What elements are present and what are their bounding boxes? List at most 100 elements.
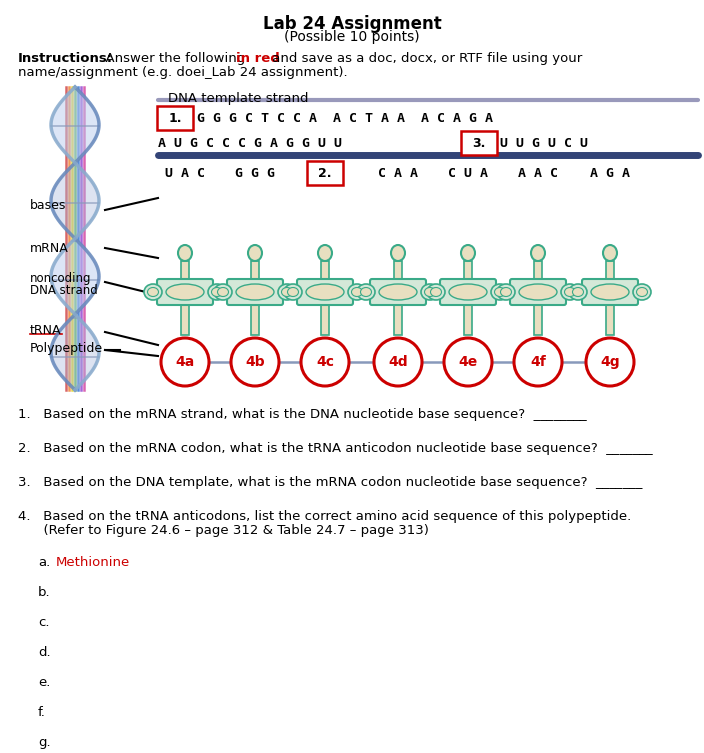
- FancyBboxPatch shape: [464, 261, 472, 281]
- Text: C U A: C U A: [448, 166, 488, 179]
- Text: 4g: 4g: [601, 355, 620, 369]
- Text: mRNA: mRNA: [30, 242, 69, 255]
- Ellipse shape: [178, 245, 192, 261]
- Ellipse shape: [569, 284, 587, 300]
- Ellipse shape: [282, 288, 292, 297]
- Ellipse shape: [561, 284, 579, 300]
- Ellipse shape: [348, 284, 366, 300]
- Text: Instructions:: Instructions:: [18, 52, 113, 65]
- Text: tRNA: tRNA: [30, 324, 61, 337]
- FancyBboxPatch shape: [440, 279, 496, 305]
- Text: DNA strand: DNA strand: [30, 283, 98, 297]
- Text: Methionine: Methionine: [56, 556, 130, 569]
- FancyBboxPatch shape: [606, 301, 614, 335]
- Circle shape: [161, 338, 209, 386]
- Ellipse shape: [166, 284, 204, 300]
- FancyBboxPatch shape: [181, 261, 189, 281]
- Text: (Possible 10 points): (Possible 10 points): [284, 30, 420, 44]
- Text: e.: e.: [38, 676, 51, 689]
- Text: and save as a doc, docx, or RTF file using your: and save as a doc, docx, or RTF file usi…: [268, 52, 582, 65]
- Ellipse shape: [278, 284, 296, 300]
- Text: U A C: U A C: [165, 166, 205, 179]
- Ellipse shape: [449, 284, 487, 300]
- Text: 3.   Based on the DNA template, what is the mRNA codon nucleotide base sequence?: 3. Based on the DNA template, what is th…: [18, 476, 642, 489]
- FancyBboxPatch shape: [307, 161, 343, 185]
- Text: 3.: 3.: [472, 136, 486, 150]
- Text: noncoding: noncoding: [30, 272, 92, 285]
- Ellipse shape: [591, 284, 629, 300]
- Ellipse shape: [501, 288, 512, 297]
- FancyBboxPatch shape: [370, 279, 426, 305]
- Text: a.: a.: [38, 556, 50, 569]
- FancyBboxPatch shape: [464, 301, 472, 335]
- FancyBboxPatch shape: [181, 301, 189, 335]
- Text: 4.   Based on the tRNA anticodons, list the correct amino acid sequence of this : 4. Based on the tRNA anticodons, list th…: [18, 510, 631, 523]
- FancyBboxPatch shape: [297, 279, 353, 305]
- Ellipse shape: [284, 284, 302, 300]
- Ellipse shape: [144, 284, 162, 300]
- FancyBboxPatch shape: [321, 261, 329, 281]
- Text: d.: d.: [38, 646, 51, 659]
- Ellipse shape: [248, 245, 262, 261]
- Ellipse shape: [565, 288, 575, 297]
- Ellipse shape: [287, 288, 298, 297]
- Text: name/assignment (e.g. doei_Lab 24 assignment).: name/assignment (e.g. doei_Lab 24 assign…: [18, 66, 348, 79]
- Ellipse shape: [208, 284, 226, 300]
- Ellipse shape: [148, 288, 158, 297]
- Circle shape: [444, 338, 492, 386]
- Circle shape: [374, 338, 422, 386]
- Circle shape: [231, 338, 279, 386]
- Ellipse shape: [427, 284, 445, 300]
- Text: 4d: 4d: [388, 355, 408, 369]
- Circle shape: [301, 338, 349, 386]
- Ellipse shape: [391, 245, 405, 261]
- Text: U U G U C U: U U G U C U: [500, 136, 588, 150]
- FancyBboxPatch shape: [461, 131, 497, 155]
- FancyBboxPatch shape: [321, 301, 329, 335]
- Ellipse shape: [360, 288, 372, 297]
- Ellipse shape: [357, 284, 375, 300]
- Text: 1.   Based on the mRNA strand, what is the DNA nucleotide base sequence?  ______: 1. Based on the mRNA strand, what is the…: [18, 408, 586, 421]
- Ellipse shape: [497, 284, 515, 300]
- Ellipse shape: [491, 284, 509, 300]
- FancyBboxPatch shape: [534, 301, 542, 335]
- Ellipse shape: [214, 284, 232, 300]
- Text: Answer the following: Answer the following: [97, 52, 249, 65]
- Text: A U G C C C G A G G U U: A U G C C C G A G G U U: [158, 136, 342, 150]
- FancyBboxPatch shape: [227, 279, 283, 305]
- Text: 4e: 4e: [458, 355, 477, 369]
- Text: g.: g.: [38, 736, 51, 749]
- Text: DNA template strand: DNA template strand: [168, 92, 308, 105]
- FancyBboxPatch shape: [394, 261, 402, 281]
- Ellipse shape: [236, 284, 274, 300]
- Ellipse shape: [431, 288, 441, 297]
- Ellipse shape: [379, 284, 417, 300]
- Ellipse shape: [306, 284, 344, 300]
- Text: A A C: A A C: [518, 166, 558, 179]
- Ellipse shape: [461, 245, 475, 261]
- Text: 4c: 4c: [316, 355, 334, 369]
- FancyBboxPatch shape: [582, 279, 638, 305]
- Text: G G G C T C C A  A C T A A  A C A G A: G G G C T C C A A C T A A A C A G A: [197, 111, 493, 124]
- Ellipse shape: [425, 288, 436, 297]
- Ellipse shape: [211, 288, 222, 297]
- Text: 2.: 2.: [318, 166, 332, 179]
- Ellipse shape: [603, 245, 617, 261]
- Text: G G G: G G G: [235, 166, 275, 179]
- Text: in red: in red: [236, 52, 279, 65]
- FancyBboxPatch shape: [606, 261, 614, 281]
- Ellipse shape: [572, 288, 584, 297]
- Ellipse shape: [421, 284, 439, 300]
- Text: A G A: A G A: [590, 166, 630, 179]
- Text: 4b: 4b: [245, 355, 265, 369]
- Text: 1.: 1.: [168, 111, 182, 124]
- Ellipse shape: [494, 288, 505, 297]
- Circle shape: [514, 338, 562, 386]
- Ellipse shape: [351, 288, 363, 297]
- Ellipse shape: [218, 288, 229, 297]
- Text: bases: bases: [30, 199, 66, 212]
- Ellipse shape: [633, 284, 651, 300]
- Ellipse shape: [531, 245, 545, 261]
- Text: 4a: 4a: [175, 355, 194, 369]
- Text: 4f: 4f: [530, 355, 546, 369]
